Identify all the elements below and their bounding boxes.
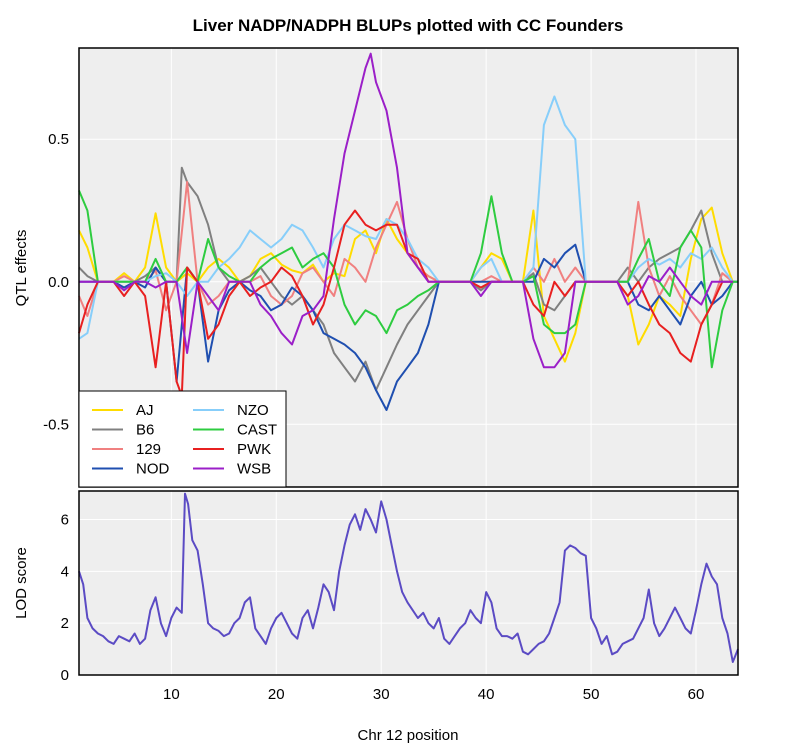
lod-y-tick-label: 6 xyxy=(61,512,69,529)
effects-grid xyxy=(79,48,738,487)
legend-box xyxy=(78,390,287,488)
x-tick-label: 10 xyxy=(163,686,180,703)
effects-y-ticks: -0.5 0.0 0.5 xyxy=(43,131,69,433)
legend-label-aj: AJ xyxy=(136,402,154,419)
lod-series xyxy=(78,492,739,663)
effects-panel: -0.5 0.0 0.5 QTL effects AJ B6 129 NOD NZO CAST… xyxy=(13,47,739,488)
x-tick-label: 30 xyxy=(373,686,390,703)
legend-label-cast: CAST xyxy=(237,422,277,439)
lod-series-0 xyxy=(78,492,739,663)
legend-label-wsb: WSB xyxy=(237,461,271,478)
effects-y-tick-label: 0.5 xyxy=(48,131,69,148)
lod-panel: 0 2 4 6 10 20 30 40 50 60 LOD score xyxy=(13,490,739,703)
x-tick-label: 20 xyxy=(268,686,285,703)
lod-y-label: LOD score xyxy=(13,547,30,619)
effects-series xyxy=(78,52,738,411)
legend-label-nod: NOD xyxy=(136,461,170,478)
legend-label-pwk: PWK xyxy=(237,441,271,458)
x-ticks: 10 20 30 40 50 60 xyxy=(163,686,704,703)
effects-y-tick-label: -0.5 xyxy=(43,416,69,433)
effects-series-129 xyxy=(78,181,738,326)
effects-series-wsb xyxy=(79,52,733,369)
legend: AJ B6 129 NOD NZO CAST PWK WSB xyxy=(78,390,287,488)
legend-label-nzo: NZO xyxy=(237,402,269,419)
effects-y-tick-label: 0.0 xyxy=(48,274,69,291)
lod-y-tick-label: 2 xyxy=(61,615,69,632)
legend-label-129: 129 xyxy=(136,441,161,458)
x-tick-label: 40 xyxy=(478,686,495,703)
chart-title: Liver NADP/NADPH BLUPs plotted with CC F… xyxy=(193,16,624,35)
lod-y-tick-label: 0 xyxy=(61,667,69,684)
x-tick-label: 50 xyxy=(583,686,600,703)
legend-items: AJ B6 129 NOD NZO CAST PWK WSB xyxy=(92,402,277,478)
lod-plot-area xyxy=(79,491,738,675)
effects-series-nzo xyxy=(78,95,738,340)
lod-y-tick-label: 4 xyxy=(61,563,69,580)
effects-y-label: QTL effects xyxy=(13,230,30,307)
lod-y-ticks: 0 2 4 6 xyxy=(61,512,69,684)
legend-label-b6: B6 xyxy=(136,422,154,439)
x-tick-label: 60 xyxy=(688,686,705,703)
x-axis-label: Chr 12 position xyxy=(358,727,459,744)
lod-plot-border xyxy=(78,490,739,676)
effects-plot-border xyxy=(78,47,739,488)
